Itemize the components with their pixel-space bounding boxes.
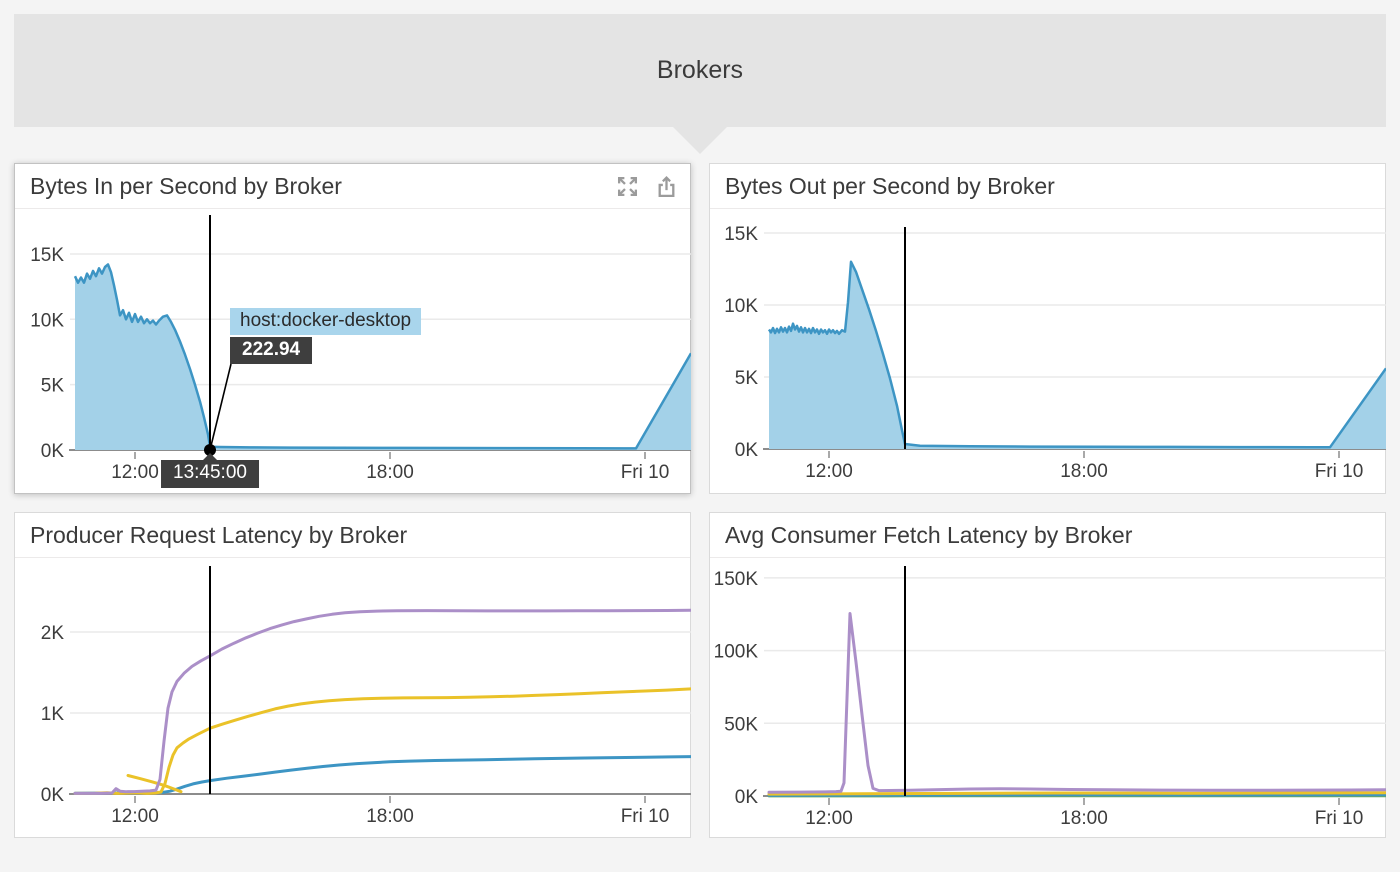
y-tick-label: 15K: [30, 245, 64, 266]
group-title: Brokers: [657, 56, 743, 85]
y-tick-label: 5K: [735, 368, 759, 389]
y-tick-label: 5K: [41, 376, 65, 397]
series-line: [75, 610, 691, 793]
x-tick-label: 18:00: [366, 806, 414, 827]
y-tick-label: 150K: [714, 569, 759, 590]
chart-area-consumer-fetch-latency[interactable]: 0K 50K 100K 150K 12:00 18:00 Fri 10: [710, 558, 1385, 837]
chart-canvas-producer-latency: 0K 1K 2K 12:00 18:00 Fri 10: [15, 558, 691, 837]
expand-icon[interactable]: [616, 175, 639, 198]
share-icon[interactable]: [655, 175, 678, 198]
tooltip-connector-line: [210, 364, 231, 450]
chart-area-bytes-out[interactable]: 0K 5K 10K 15K 12:00 18:00 Fri 10: [710, 209, 1385, 493]
panel-header: Bytes Out per Second by Broker: [710, 164, 1385, 209]
x-tick-label: Fri 10: [1315, 461, 1364, 482]
x-tick-label: 12:00: [805, 461, 853, 482]
series-area: [75, 264, 691, 450]
x-tick-label: Fri 10: [1315, 808, 1364, 829]
tooltip-timestamp: 13:45:00: [161, 460, 259, 488]
x-tick-label: 12:00: [111, 806, 159, 827]
chart-title-producer-latency: Producer Request Latency by Broker: [30, 522, 678, 549]
x-tick-label: Fri 10: [621, 806, 670, 827]
chart-panel-producer-latency[interactable]: Producer Request Latency by Broker 0K 1K 2…: [14, 512, 691, 838]
x-tick-label: 18:00: [1060, 461, 1108, 482]
panel-header: Avg Consumer Fetch Latency by Broker: [710, 513, 1385, 558]
x-tick-label: 12:00: [111, 462, 159, 483]
chart-panel-consumer-fetch-latency[interactable]: Avg Consumer Fetch Latency by Broker 0K 5…: [709, 512, 1386, 838]
chart-title-consumer-fetch-latency: Avg Consumer Fetch Latency by Broker: [725, 522, 1373, 549]
chart-title-bytes-in: Bytes In per Second by Broker: [30, 173, 616, 200]
y-tick-label: 10K: [724, 296, 758, 317]
series-line: [769, 614, 1386, 793]
dashboard-grid: Bytes In per Second by Broker: [14, 163, 1386, 838]
panel-header: Bytes In per Second by Broker: [15, 164, 690, 209]
chart-canvas-consumer-fetch-latency: 0K 50K 100K 150K 12:00 18:00 Fri 10: [710, 558, 1386, 837]
y-tick-label: 0K: [735, 440, 759, 461]
chart-area-producer-latency[interactable]: 0K 1K 2K 12:00 18:00 Fri 10: [15, 558, 690, 837]
group-header-notch: [673, 127, 727, 154]
chart-area-bytes-in[interactable]: 0K 5K 10K 15K 12:00 18:00 Fri 10 host:docker-d…: [15, 209, 690, 493]
series-line: [769, 793, 1386, 794]
y-tick-label: 15K: [724, 224, 758, 245]
y-tick-label: 1K: [41, 704, 65, 725]
x-tick-label: 18:00: [1060, 808, 1108, 829]
y-tick-label: 100K: [714, 642, 759, 663]
chart-canvas-bytes-out: 0K 5K 10K 15K 12:00 18:00 Fri 10: [710, 209, 1386, 493]
tooltip-series-tag: host:docker-desktop: [230, 308, 421, 335]
y-tick-label: 10K: [30, 310, 64, 331]
panel-actions: [616, 175, 678, 198]
group-header-brokers[interactable]: Brokers: [14, 14, 1386, 127]
y-tick-label: 0K: [41, 441, 65, 462]
chart-canvas-bytes-in: 0K 5K 10K 15K 12:00 18:00 Fri 10: [15, 209, 691, 493]
y-tick-label: 2K: [41, 623, 65, 644]
x-tick-label: 12:00: [805, 808, 853, 829]
y-tick-label: 0K: [735, 787, 759, 808]
x-tick-label: 18:00: [366, 462, 414, 483]
chart-panel-bytes-in[interactable]: Bytes In per Second by Broker: [14, 163, 691, 494]
panel-header: Producer Request Latency by Broker: [15, 513, 690, 558]
y-tick-label: 0K: [41, 785, 65, 806]
tooltip-value: 222.94: [230, 337, 312, 364]
chart-title-bytes-out: Bytes Out per Second by Broker: [725, 173, 1373, 200]
y-tick-label: 50K: [724, 714, 758, 735]
chart-panel-bytes-out[interactable]: Bytes Out per Second by Broker 0K 5K 10K 15…: [709, 163, 1386, 494]
x-tick-label: Fri 10: [621, 462, 670, 483]
